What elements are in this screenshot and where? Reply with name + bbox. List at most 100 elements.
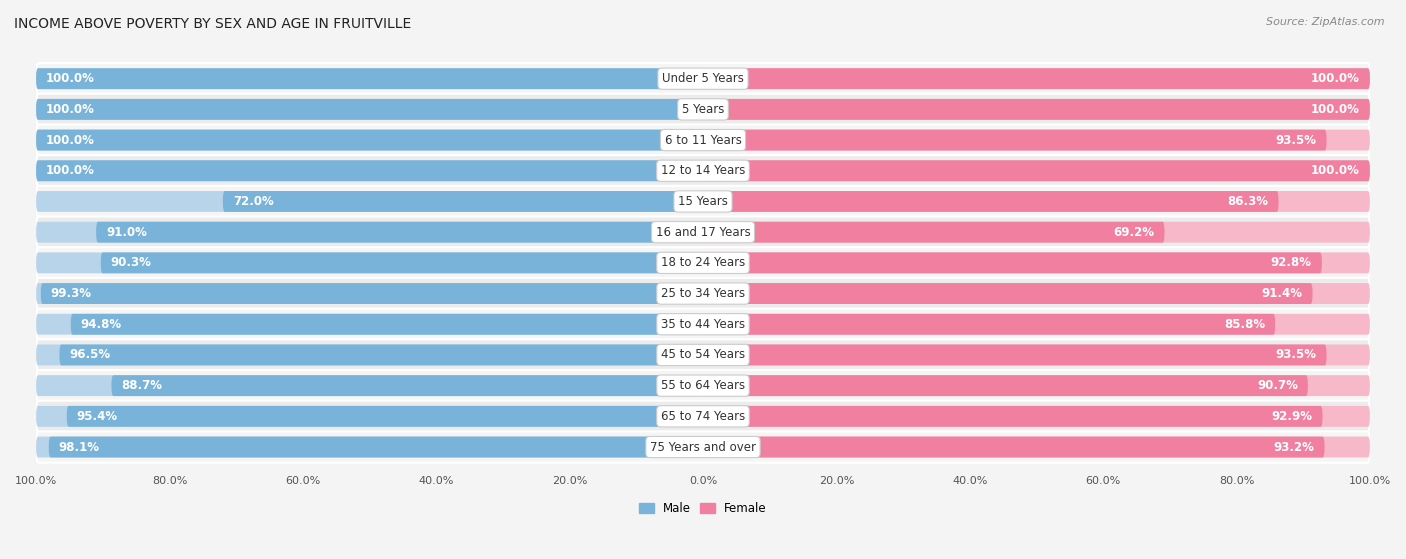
FancyBboxPatch shape (59, 344, 703, 366)
FancyBboxPatch shape (37, 344, 703, 366)
FancyBboxPatch shape (37, 309, 1369, 340)
FancyBboxPatch shape (703, 68, 1369, 89)
Text: 92.9%: 92.9% (1271, 410, 1313, 423)
FancyBboxPatch shape (37, 375, 703, 396)
Text: 15 Years: 15 Years (678, 195, 728, 208)
Text: 94.8%: 94.8% (80, 318, 122, 331)
FancyBboxPatch shape (37, 155, 1369, 187)
FancyBboxPatch shape (703, 99, 1369, 120)
FancyBboxPatch shape (37, 370, 1369, 401)
FancyBboxPatch shape (37, 339, 1369, 371)
Text: 16 and 17 Years: 16 and 17 Years (655, 226, 751, 239)
FancyBboxPatch shape (703, 130, 1369, 150)
FancyBboxPatch shape (703, 191, 1369, 212)
Text: 100.0%: 100.0% (1310, 164, 1360, 177)
Text: Source: ZipAtlas.com: Source: ZipAtlas.com (1267, 17, 1385, 27)
Text: 90.3%: 90.3% (111, 257, 152, 269)
FancyBboxPatch shape (37, 278, 1369, 309)
Text: INCOME ABOVE POVERTY BY SEX AND AGE IN FRUITVILLE: INCOME ABOVE POVERTY BY SEX AND AGE IN F… (14, 17, 412, 31)
FancyBboxPatch shape (37, 191, 703, 212)
Text: 45 to 54 Years: 45 to 54 Years (661, 348, 745, 362)
Text: 100.0%: 100.0% (46, 164, 96, 177)
FancyBboxPatch shape (37, 130, 703, 150)
Text: 100.0%: 100.0% (1310, 72, 1360, 85)
FancyBboxPatch shape (703, 375, 1308, 396)
Text: 88.7%: 88.7% (121, 379, 163, 392)
FancyBboxPatch shape (703, 314, 1369, 335)
Text: 100.0%: 100.0% (46, 72, 96, 85)
FancyBboxPatch shape (37, 314, 703, 335)
FancyBboxPatch shape (101, 253, 703, 273)
FancyBboxPatch shape (222, 191, 703, 212)
Text: 35 to 44 Years: 35 to 44 Years (661, 318, 745, 331)
Text: 90.7%: 90.7% (1257, 379, 1298, 392)
Text: 6 to 11 Years: 6 to 11 Years (665, 134, 741, 146)
FancyBboxPatch shape (37, 401, 1369, 432)
FancyBboxPatch shape (37, 68, 703, 89)
FancyBboxPatch shape (703, 130, 1326, 150)
Text: 93.5%: 93.5% (1275, 134, 1316, 146)
Text: 55 to 64 Years: 55 to 64 Years (661, 379, 745, 392)
FancyBboxPatch shape (37, 216, 1369, 248)
FancyBboxPatch shape (37, 68, 703, 89)
FancyBboxPatch shape (37, 283, 703, 304)
Text: 12 to 14 Years: 12 to 14 Years (661, 164, 745, 177)
Text: 18 to 24 Years: 18 to 24 Years (661, 257, 745, 269)
FancyBboxPatch shape (703, 253, 1369, 273)
FancyBboxPatch shape (37, 125, 1369, 156)
Text: 100.0%: 100.0% (46, 103, 96, 116)
FancyBboxPatch shape (37, 247, 1369, 278)
FancyBboxPatch shape (41, 283, 703, 304)
FancyBboxPatch shape (37, 160, 703, 181)
FancyBboxPatch shape (703, 406, 1323, 427)
FancyBboxPatch shape (703, 253, 1322, 273)
Text: 95.4%: 95.4% (77, 410, 118, 423)
Text: 93.5%: 93.5% (1275, 348, 1316, 362)
Legend: Male, Female: Male, Female (634, 498, 772, 520)
Text: 92.8%: 92.8% (1271, 257, 1312, 269)
FancyBboxPatch shape (37, 186, 1369, 217)
FancyBboxPatch shape (703, 68, 1369, 89)
Text: 91.4%: 91.4% (1261, 287, 1302, 300)
Text: 100.0%: 100.0% (1310, 103, 1360, 116)
FancyBboxPatch shape (37, 99, 703, 120)
Text: 5 Years: 5 Years (682, 103, 724, 116)
FancyBboxPatch shape (111, 375, 703, 396)
FancyBboxPatch shape (37, 94, 1369, 125)
Text: 98.1%: 98.1% (59, 440, 100, 453)
FancyBboxPatch shape (37, 99, 703, 120)
FancyBboxPatch shape (37, 130, 703, 150)
FancyBboxPatch shape (703, 283, 1369, 304)
FancyBboxPatch shape (96, 222, 703, 243)
Text: Under 5 Years: Under 5 Years (662, 72, 744, 85)
Text: 85.8%: 85.8% (1225, 318, 1265, 331)
FancyBboxPatch shape (37, 63, 1369, 94)
FancyBboxPatch shape (37, 222, 703, 243)
FancyBboxPatch shape (37, 432, 1369, 463)
FancyBboxPatch shape (49, 437, 703, 457)
Text: 91.0%: 91.0% (105, 226, 148, 239)
Text: 96.5%: 96.5% (69, 348, 111, 362)
Text: 93.2%: 93.2% (1274, 440, 1315, 453)
FancyBboxPatch shape (703, 437, 1369, 457)
FancyBboxPatch shape (703, 222, 1164, 243)
FancyBboxPatch shape (703, 160, 1369, 181)
Text: 25 to 34 Years: 25 to 34 Years (661, 287, 745, 300)
FancyBboxPatch shape (703, 437, 1324, 457)
FancyBboxPatch shape (70, 314, 703, 335)
FancyBboxPatch shape (703, 222, 1369, 243)
Text: 100.0%: 100.0% (46, 134, 96, 146)
FancyBboxPatch shape (703, 99, 1369, 120)
FancyBboxPatch shape (67, 406, 703, 427)
FancyBboxPatch shape (703, 191, 1278, 212)
Text: 86.3%: 86.3% (1227, 195, 1268, 208)
FancyBboxPatch shape (37, 160, 703, 181)
Text: 65 to 74 Years: 65 to 74 Years (661, 410, 745, 423)
FancyBboxPatch shape (703, 344, 1326, 366)
FancyBboxPatch shape (703, 344, 1369, 366)
Text: 75 Years and over: 75 Years and over (650, 440, 756, 453)
Text: 99.3%: 99.3% (51, 287, 91, 300)
FancyBboxPatch shape (37, 437, 703, 457)
Text: 72.0%: 72.0% (233, 195, 274, 208)
FancyBboxPatch shape (703, 283, 1313, 304)
